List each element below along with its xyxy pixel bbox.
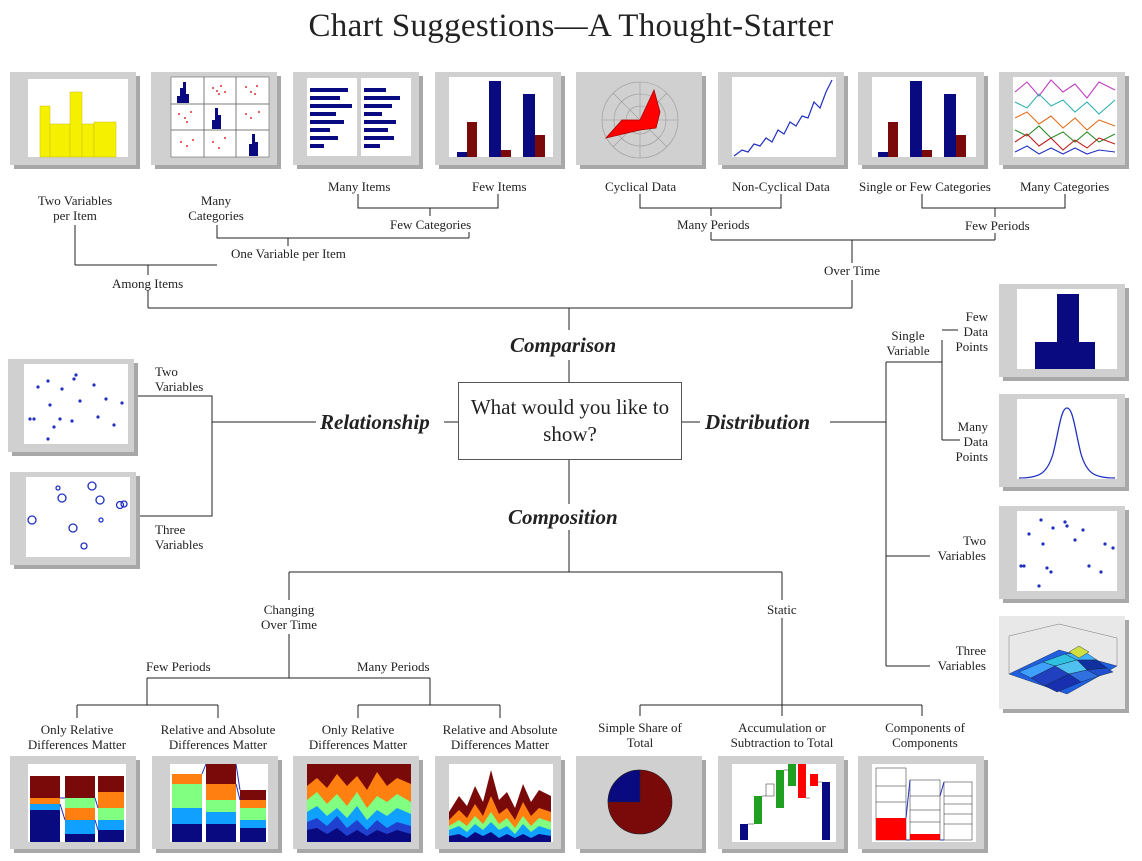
label-relative-absolute-2: Relative and Absolute Differences Matter xyxy=(442,722,558,752)
center-question: What would you like to show? xyxy=(458,382,682,460)
label-simple-share: Simple Share of Total xyxy=(598,720,682,750)
label-non-cyclical-data: Non-Cyclical Data xyxy=(732,179,830,194)
label-few-periods: Few Periods xyxy=(965,218,1030,233)
scatter-plot-distribution-thumb xyxy=(999,506,1125,599)
multi-line-chart-thumb xyxy=(999,72,1125,165)
table-embedded-bars-thumb xyxy=(293,72,419,165)
label-few-items: Few Items xyxy=(472,179,527,194)
label-comp-few-periods: Few Periods xyxy=(146,659,211,674)
label-over-time: Over Time xyxy=(824,263,880,278)
pie-chart-thumb xyxy=(576,756,702,849)
column-histogram-thumb xyxy=(999,284,1125,377)
label-few-categories: Few Categories xyxy=(390,217,472,232)
label-relationship-two-variables: Two Variables xyxy=(155,364,204,394)
label-single-or-few-categories: Single or Few Categories xyxy=(859,179,991,194)
line-chart-non-cyclical-thumb xyxy=(718,72,844,165)
label-one-variable-per-item: One Variable per Item xyxy=(231,246,346,261)
stacked-area-thumb xyxy=(435,756,561,849)
waterfall-chart-thumb xyxy=(718,756,844,849)
line-histogram-thumb xyxy=(999,394,1125,487)
scatter-plot-relationship-thumb xyxy=(8,359,134,452)
label-components: Components of Components xyxy=(885,720,965,750)
stacked-100-column-thumb xyxy=(10,756,136,849)
variable-width-column-chart-thumb xyxy=(10,72,136,165)
label-two-variables-per-item: Two Variables per Item xyxy=(37,193,113,223)
stacked-column-thumb xyxy=(152,756,278,849)
3d-area-chart-thumb xyxy=(999,616,1125,709)
label-only-relative-2: Only Relative Differences Matter xyxy=(308,722,408,752)
label-single-variable: Single Variable xyxy=(886,328,930,358)
label-changing-over-time: Changing Over Time xyxy=(261,602,317,632)
category-composition: Composition xyxy=(508,505,618,529)
column-chart-few-periods-thumb xyxy=(858,72,984,165)
label-among-items: Among Items xyxy=(112,276,184,291)
stacked-100-area-thumb xyxy=(293,756,419,849)
label-static: Static xyxy=(767,602,797,617)
label-many-categories: Many Categories xyxy=(188,193,244,223)
category-relationship: Relationship xyxy=(320,410,430,434)
label-many-data-points: Many Data Points xyxy=(955,419,988,464)
label-few-data-points: Few Data Points xyxy=(955,309,988,354)
label-only-relative-1: Only Relative Differences Matter xyxy=(27,722,127,752)
label-comp-many-periods: Many Periods xyxy=(357,659,430,674)
label-many-periods: Many Periods xyxy=(677,217,750,232)
label-distribution-two-variables: Two Variables xyxy=(937,533,986,563)
label-cyclical-data: Cyclical Data xyxy=(605,179,677,194)
scatter-matrix-thumb xyxy=(151,72,277,165)
category-distribution: Distribution xyxy=(705,410,811,434)
radar-chart-thumb xyxy=(576,72,702,165)
label-accumulation: Accumulation or Subtraction to Total xyxy=(730,720,834,750)
label-relative-absolute-1: Relative and Absolute Differences Matter xyxy=(160,722,276,752)
category-comparison: Comparison xyxy=(510,333,617,357)
page-title: Chart Suggestions—A Thought-Starter xyxy=(308,8,834,44)
label-distribution-three-variables: Three Variables xyxy=(937,643,986,673)
label-relationship-three-variables: Three Variables xyxy=(155,522,204,552)
column-chart-few-items-thumb xyxy=(435,72,561,165)
label-many-categories-time: Many Categories xyxy=(1020,179,1110,194)
label-many-items: Many Items xyxy=(328,179,391,194)
bubble-chart-relationship-thumb xyxy=(10,472,136,565)
stacked-100-subcomponents-thumb xyxy=(858,756,984,849)
